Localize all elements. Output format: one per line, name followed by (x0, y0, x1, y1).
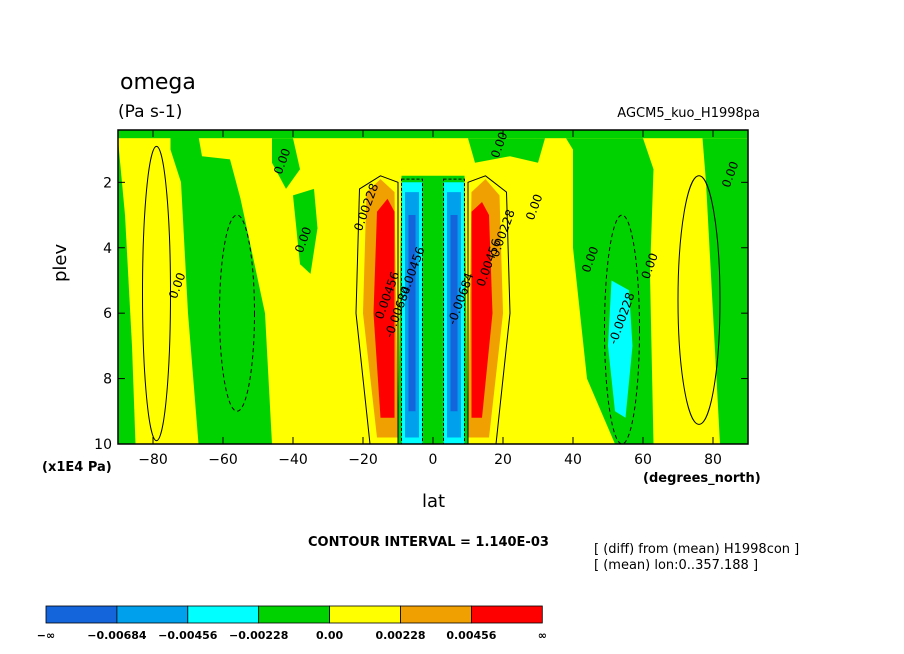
y-tick-label: 4 (103, 241, 112, 257)
field-neg-col-east-blue3 (450, 215, 458, 412)
contour-fill-field (118, 130, 748, 445)
x-tick-label: 60 (634, 452, 652, 468)
x-tick-label: −60 (208, 452, 238, 468)
contour-interval: CONTOUR INTERVAL = 1.140E-03 (308, 535, 549, 550)
y-tick-label: 8 (103, 372, 112, 388)
x-tick-label: 40 (564, 452, 582, 468)
contour-line-sh-pos (142, 145, 171, 442)
color-bar-label: 0.00456 (446, 629, 496, 642)
x-axis-units: (degrees_north) (643, 471, 761, 486)
field-pos-lobe-sh-red (373, 198, 395, 418)
experiment-name: AGCM5_kuo_H1998pa (617, 106, 760, 121)
chart-title: omega (120, 70, 196, 95)
y-tick-label: 6 (103, 306, 112, 322)
color-bar-label: −0.00456 (158, 629, 218, 642)
color-bar-label: −0.00228 (229, 629, 288, 642)
y-tick-label: 2 (103, 175, 112, 191)
info-line-diff: [ (diff) from (mean) H1998con ] (594, 542, 800, 557)
color-bar-label: 0.00228 (375, 629, 425, 642)
contour-line-nh-pos (677, 175, 721, 425)
field-neg-top-mid (272, 138, 300, 189)
field-neg-band-nh (566, 138, 654, 444)
color-bar-swatch (470, 605, 543, 624)
color-bar-swatch (329, 605, 401, 624)
field-neg-top-right (468, 138, 545, 163)
chart-units: (Pa s-1) (118, 102, 183, 122)
color-bar-swatch (258, 605, 331, 624)
field-neg-band-sh (170, 136, 272, 444)
info-line-mean: [ (mean) lon:0..357.188 ] (594, 558, 759, 573)
x-tick-label: 20 (494, 452, 512, 468)
color-bar-swatch (45, 605, 118, 624)
y-axis-units: (x1E4 Pa) (42, 460, 112, 475)
color-bar: −∞ −0.00684 −0.00456 −0.00228 0.00 0.00228 0.0… (37, 605, 547, 642)
field-neg-cyan-nh (608, 280, 633, 418)
x-axis-label: lat (422, 491, 446, 512)
x-tick-label: −80 (138, 452, 168, 468)
contour-line-sh-neg (219, 214, 255, 412)
field-neg-col-west-blue3 (408, 215, 416, 412)
y-axis-label: plev (50, 243, 71, 282)
y-tick-label: 10 (94, 437, 112, 453)
field-neg-patch (293, 188, 318, 274)
x-axis-ticks: −80 −60 −40 −20 0 20 40 60 80 (138, 130, 722, 468)
color-bar-label: ∞ (538, 629, 547, 642)
color-bar-label: −0.00684 (87, 629, 147, 642)
color-bar-swatch (400, 605, 472, 624)
x-tick-label: −40 (278, 452, 308, 468)
color-bar-label: 0.00 (316, 629, 343, 642)
field-neg-band-west (118, 139, 136, 445)
x-tick-label: 80 (704, 452, 722, 468)
color-bar-swatch (187, 605, 260, 624)
x-tick-label: −20 (348, 452, 378, 468)
field-pos-lobe-nh-red (471, 202, 493, 418)
y-axis-ticks: 2 4 6 8 10 (94, 175, 748, 453)
contour-line-nh-neg (604, 214, 640, 445)
color-bar-label: −∞ (37, 629, 55, 642)
x-tick-label: 0 (429, 452, 438, 468)
color-bar-swatch (116, 605, 189, 624)
